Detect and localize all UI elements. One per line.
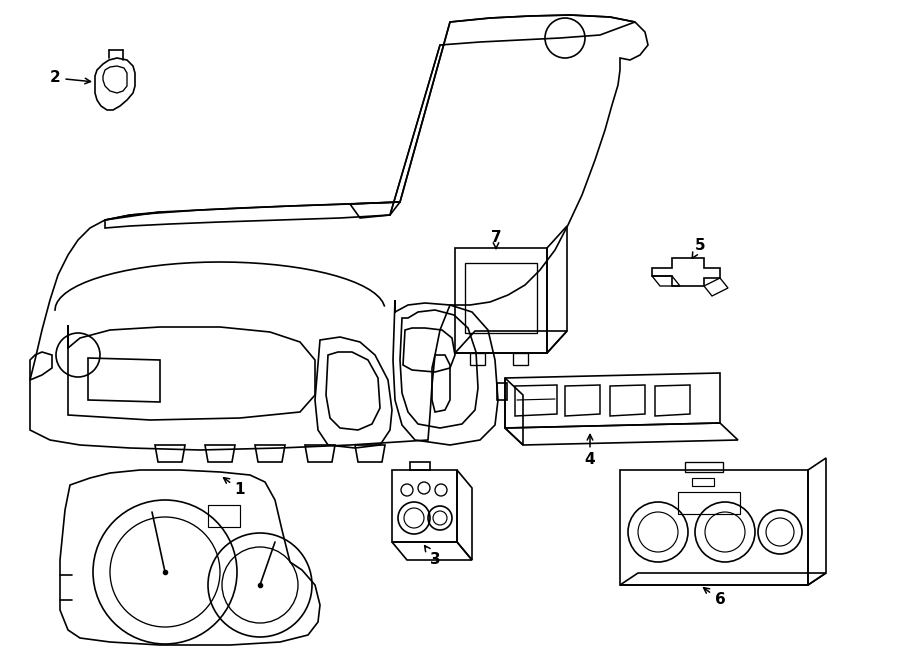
Bar (678, 492, 740, 514)
Bar (685, 462, 723, 472)
Bar (208, 505, 240, 527)
Text: 6: 6 (704, 588, 725, 607)
Bar (692, 478, 714, 486)
Bar (465, 263, 537, 333)
Text: 3: 3 (425, 545, 440, 568)
Text: 1: 1 (223, 478, 245, 498)
Text: 7: 7 (491, 229, 501, 249)
Text: 4: 4 (585, 434, 595, 467)
Text: 5: 5 (692, 237, 706, 258)
Text: 2: 2 (50, 71, 91, 85)
